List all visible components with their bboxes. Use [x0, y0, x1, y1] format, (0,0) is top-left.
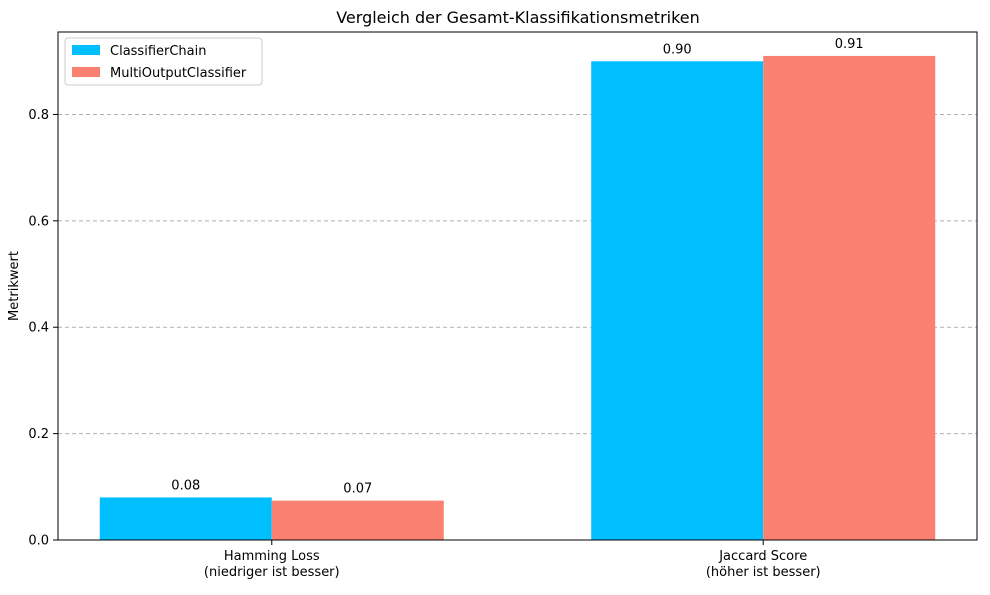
- chart-title: Vergleich der Gesamt-Klassifikationsmetr…: [336, 8, 700, 27]
- plot-frame: [57, 31, 978, 541]
- x-axis-ticks: Hamming Loss(niedriger ist besser) Jaccar…: [204, 540, 821, 580]
- y-tick-label: 0.2: [28, 427, 49, 442]
- legend-label: MultiOutputClassifier: [110, 66, 247, 81]
- y-axis-ticks: 0.0 0.2 0.4 0.6 0.8: [28, 108, 58, 549]
- bar: [99, 497, 272, 540]
- legend-box: [64, 37, 263, 86]
- bar-value-label: 0.91: [835, 37, 864, 52]
- bar-value-label: 0.08: [171, 478, 200, 493]
- bar-value-label: 0.07: [343, 482, 372, 497]
- bar-value-label: 0.90: [663, 42, 692, 57]
- x-tick-label: Hamming Loss: [224, 549, 320, 564]
- bars: [99, 55, 936, 541]
- y-axis-label: Metrikwert: [7, 251, 22, 321]
- x-tick-label: (niedriger ist besser): [204, 565, 340, 580]
- y-tick-label: 0.4: [28, 321, 49, 336]
- bar-value-labels: 0.08 0.90 0.07 0.91: [171, 37, 863, 497]
- legend-swatch: [72, 45, 100, 55]
- bar: [763, 55, 936, 541]
- x-tick-label: (höher ist besser): [706, 565, 821, 580]
- legend: ClassifierChain MultiOutputClassifier: [64, 37, 263, 86]
- y-tick-label: 0.8: [28, 108, 49, 123]
- legend-label: ClassifierChain: [110, 44, 206, 59]
- y-tick-label: 0.6: [28, 214, 49, 229]
- legend-swatch: [72, 67, 100, 77]
- bar: [271, 500, 444, 540]
- x-tick-label: Jaccard Score: [718, 549, 807, 564]
- y-tick-label: 0.0: [28, 534, 49, 549]
- bar: [591, 61, 764, 541]
